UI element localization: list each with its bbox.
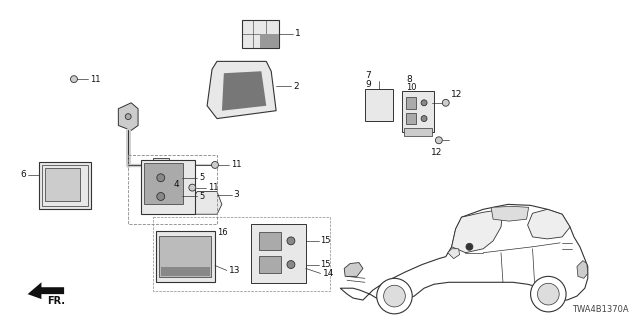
- Circle shape: [435, 137, 442, 144]
- Text: 15: 15: [321, 236, 331, 245]
- Circle shape: [125, 114, 131, 120]
- Text: 10: 10: [406, 83, 417, 92]
- Circle shape: [383, 285, 405, 307]
- Text: 16: 16: [217, 228, 228, 237]
- Bar: [406, 113, 416, 124]
- Bar: [161, 267, 210, 276]
- Text: 12: 12: [451, 91, 462, 100]
- Polygon shape: [452, 209, 503, 253]
- Circle shape: [377, 278, 412, 314]
- Text: 6: 6: [20, 170, 26, 179]
- Text: TWA4B1370A: TWA4B1370A: [572, 305, 628, 315]
- Circle shape: [287, 237, 295, 245]
- Bar: [403, 91, 434, 132]
- Circle shape: [421, 100, 427, 106]
- Circle shape: [466, 243, 473, 250]
- Bar: [260, 34, 279, 48]
- Bar: [252, 224, 306, 283]
- Polygon shape: [192, 192, 222, 214]
- Polygon shape: [222, 71, 266, 111]
- Bar: [42, 165, 88, 206]
- Bar: [159, 236, 211, 277]
- Text: 2: 2: [293, 82, 298, 91]
- Text: 8: 8: [406, 75, 412, 84]
- Text: 11: 11: [90, 75, 100, 84]
- Circle shape: [189, 184, 196, 191]
- Bar: [144, 163, 184, 204]
- Text: 11: 11: [231, 160, 241, 169]
- Bar: [128, 155, 217, 224]
- Text: 5: 5: [199, 192, 204, 201]
- Polygon shape: [28, 282, 64, 299]
- Text: 4: 4: [173, 180, 179, 189]
- Circle shape: [538, 283, 559, 305]
- Polygon shape: [527, 209, 570, 239]
- Bar: [40, 162, 91, 209]
- Bar: [153, 158, 169, 172]
- Text: 9: 9: [365, 80, 371, 89]
- Text: 15: 15: [321, 260, 331, 269]
- Polygon shape: [340, 204, 588, 302]
- Circle shape: [70, 76, 77, 83]
- Circle shape: [157, 193, 164, 200]
- Text: 14: 14: [323, 269, 334, 278]
- Circle shape: [421, 116, 427, 122]
- Bar: [259, 232, 281, 250]
- Text: 3: 3: [234, 190, 239, 199]
- Bar: [406, 97, 416, 109]
- Polygon shape: [344, 263, 363, 276]
- Bar: [365, 89, 392, 121]
- Polygon shape: [207, 61, 276, 119]
- Bar: [242, 20, 279, 48]
- Polygon shape: [491, 206, 529, 221]
- Bar: [156, 231, 215, 282]
- Text: 5: 5: [199, 173, 204, 182]
- Text: 11: 11: [208, 183, 219, 192]
- Polygon shape: [448, 249, 460, 259]
- Text: 1: 1: [295, 29, 301, 38]
- Bar: [141, 160, 195, 214]
- Bar: [153, 217, 330, 291]
- Text: 12: 12: [431, 148, 442, 156]
- Text: FR.: FR.: [47, 296, 65, 306]
- Bar: [259, 256, 281, 273]
- Circle shape: [212, 162, 218, 168]
- Circle shape: [442, 99, 449, 106]
- Text: 13: 13: [229, 266, 240, 275]
- Bar: [404, 128, 432, 136]
- Polygon shape: [118, 103, 138, 131]
- Polygon shape: [577, 260, 588, 278]
- Circle shape: [287, 260, 295, 268]
- Circle shape: [157, 174, 164, 182]
- Text: 7: 7: [365, 71, 371, 80]
- Bar: [45, 168, 80, 201]
- Circle shape: [531, 276, 566, 312]
